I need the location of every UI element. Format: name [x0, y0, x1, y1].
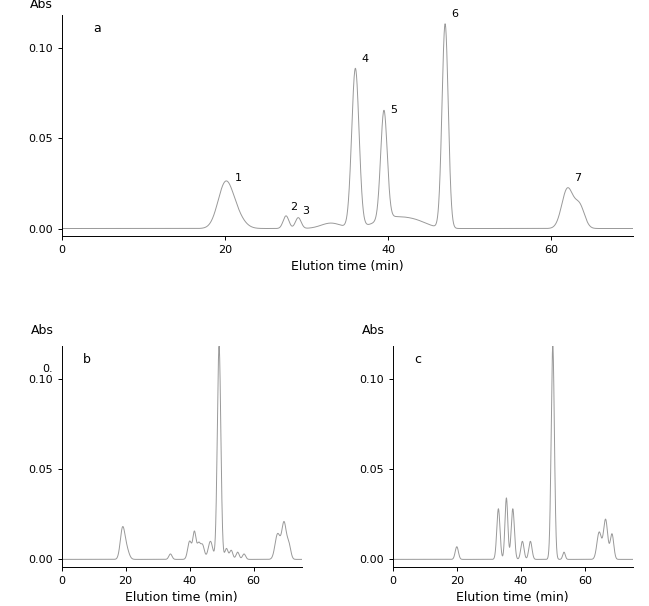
Text: 6: 6 — [452, 8, 459, 19]
X-axis label: Elution time (min): Elution time (min) — [291, 261, 404, 273]
Y-axis label: Abs: Abs — [362, 324, 385, 337]
Text: b: b — [83, 353, 91, 365]
Text: 4: 4 — [362, 54, 369, 64]
Text: 3: 3 — [302, 206, 310, 216]
Text: 0.: 0. — [42, 364, 53, 375]
X-axis label: Elution time (min): Elution time (min) — [456, 591, 569, 604]
Text: a: a — [93, 22, 101, 35]
Text: 1: 1 — [235, 173, 241, 183]
Y-axis label: Abs: Abs — [31, 324, 54, 337]
Text: 2: 2 — [290, 202, 297, 212]
Text: 5: 5 — [391, 105, 397, 115]
Y-axis label: Abs: Abs — [31, 0, 53, 11]
X-axis label: Elution time (min): Elution time (min) — [125, 591, 238, 604]
Text: 7: 7 — [574, 173, 581, 183]
Text: c: c — [415, 353, 421, 365]
